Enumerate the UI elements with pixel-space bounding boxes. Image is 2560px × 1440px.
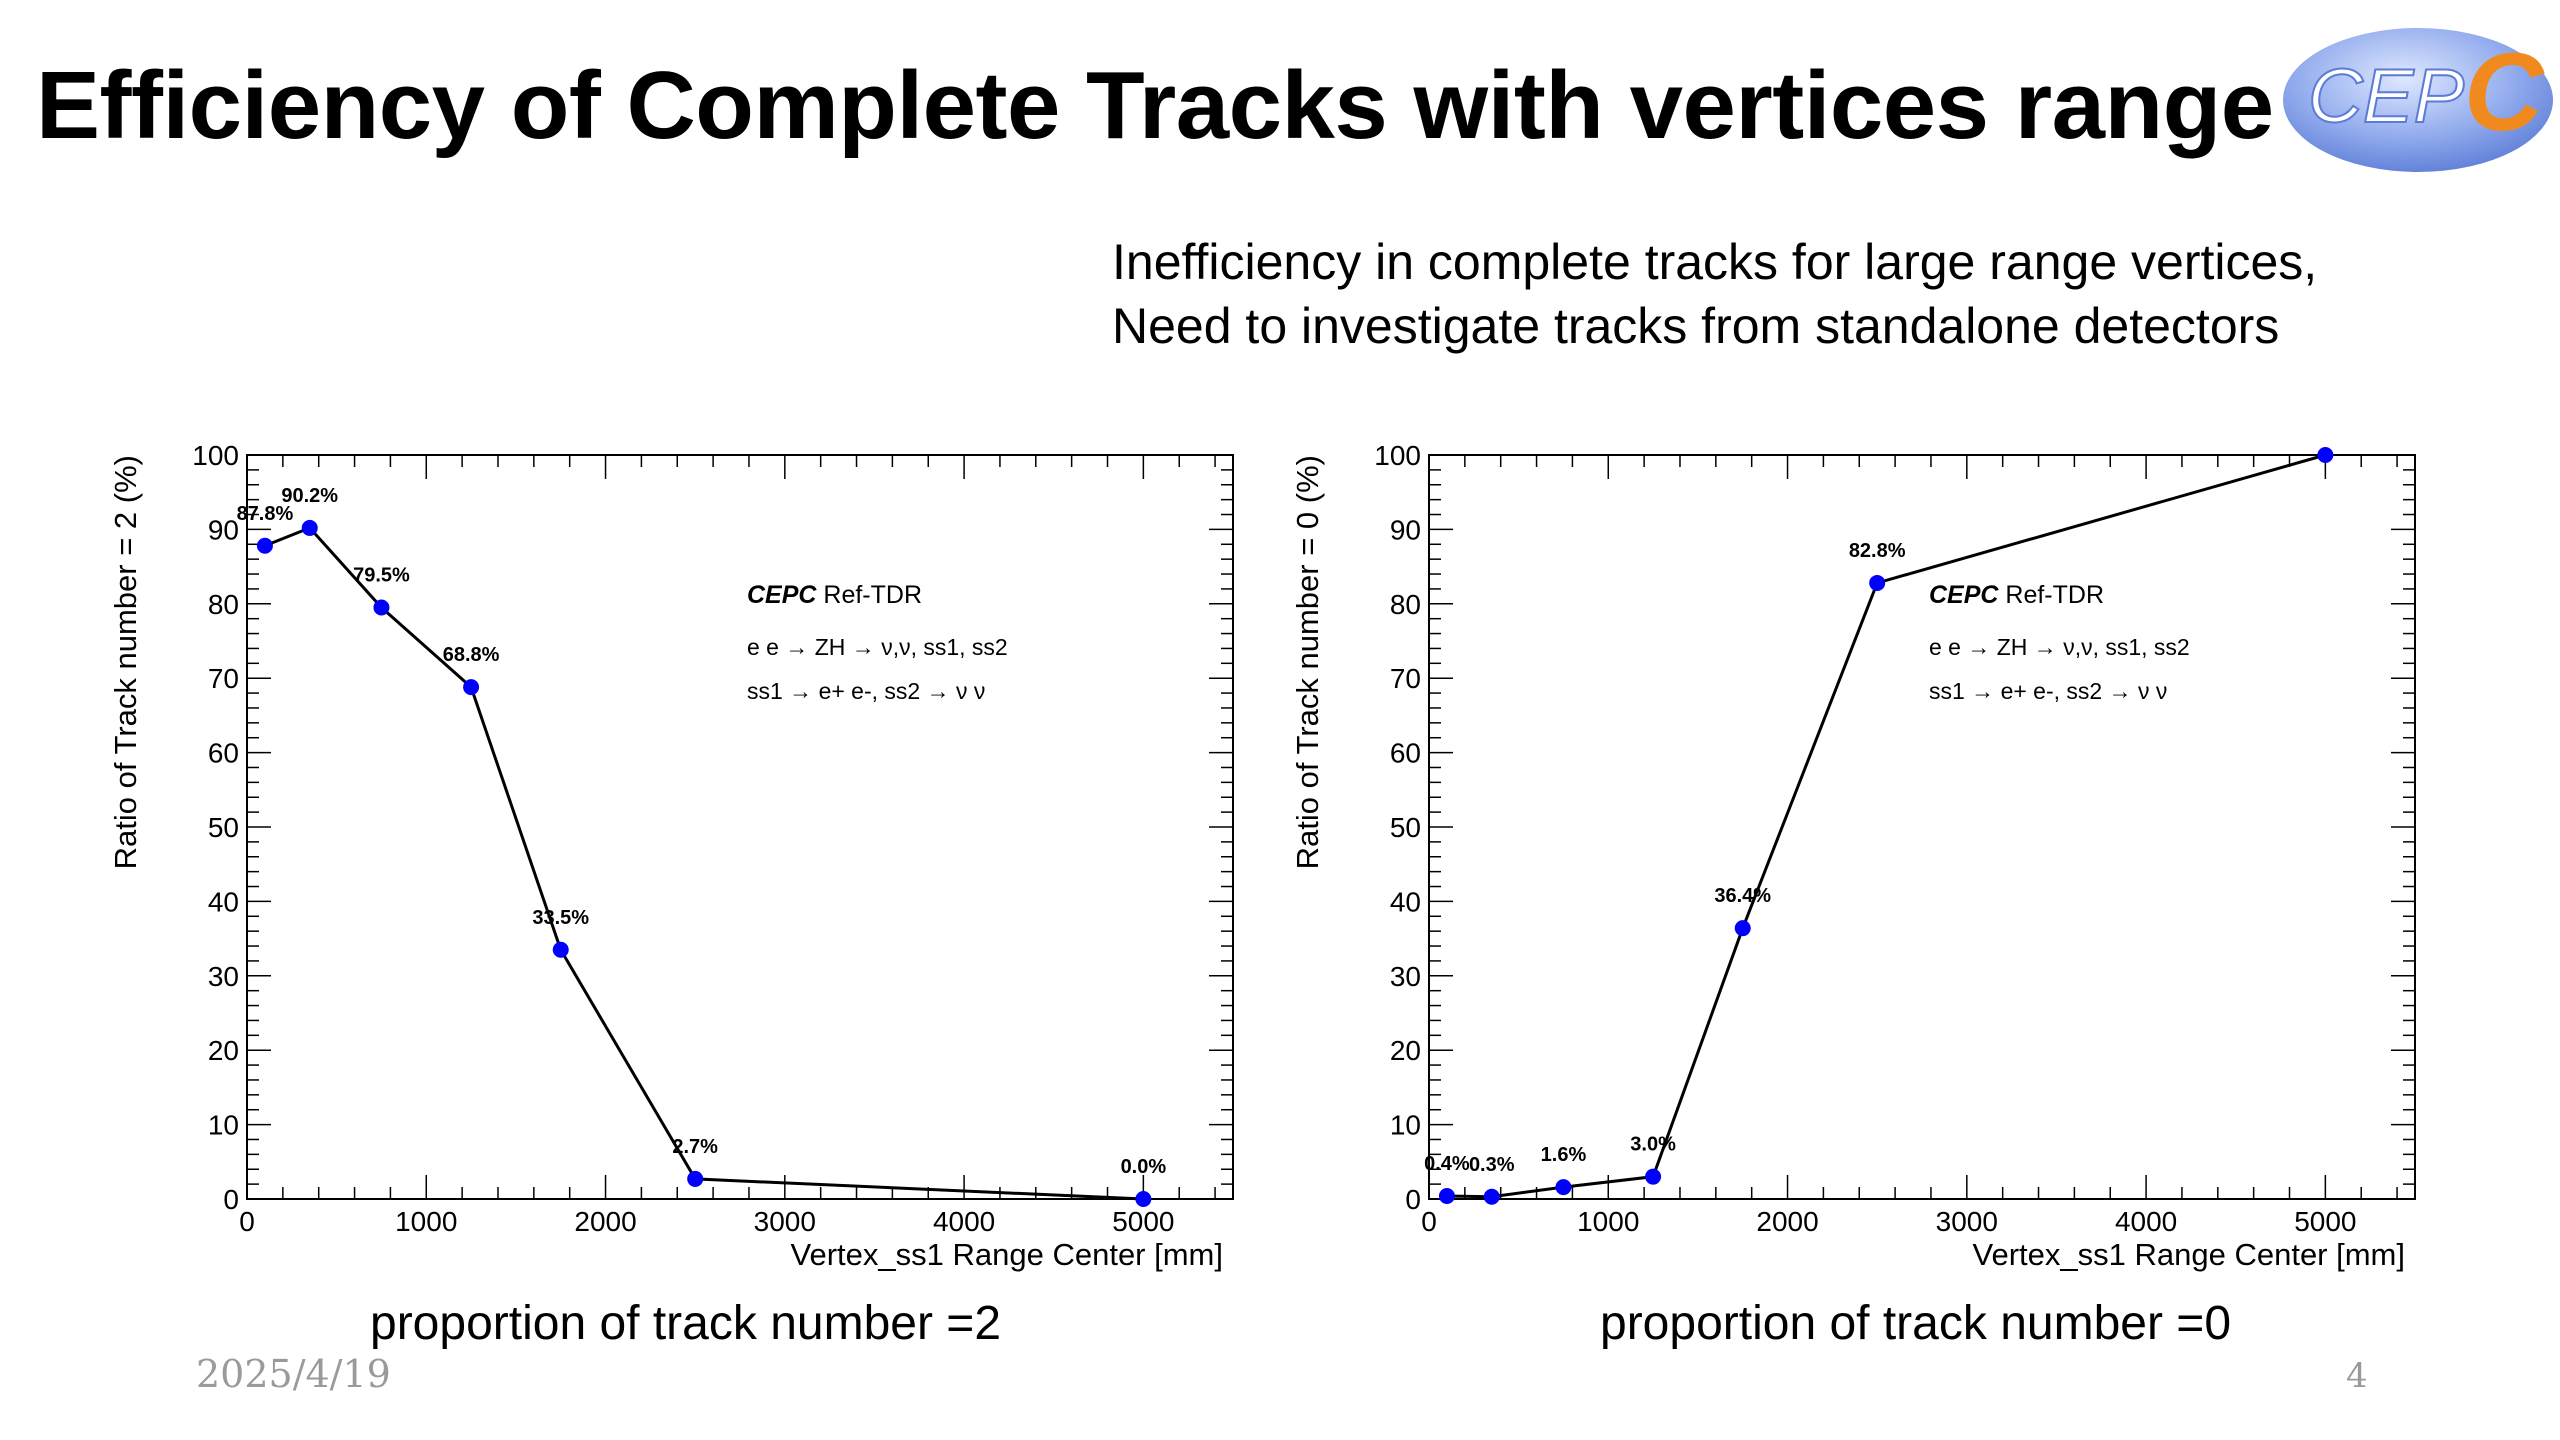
- series-line: [264, 526, 1144, 1201]
- x-tick-label: 1000: [395, 1206, 457, 1237]
- data-point: [463, 679, 480, 696]
- x-tick-label: 2000: [574, 1206, 636, 1237]
- x-tick-label: 5000: [1112, 1206, 1174, 1237]
- caption-left: proportion of track number =2: [370, 1297, 1002, 1350]
- data-point: [373, 599, 390, 616]
- data-label: 79.5%: [353, 565, 410, 587]
- note-text: Inefficiency in complete tracks for larg…: [1112, 230, 2317, 358]
- x-tick-label: 4000: [933, 1206, 995, 1237]
- slide-date: 2025/4/19: [196, 1352, 391, 1396]
- data-point: [1645, 1168, 1662, 1185]
- y-tick-label: 60: [208, 738, 239, 769]
- data-label: 2.7%: [672, 1136, 718, 1158]
- y-axis-title: Ratio of Track number = 2 (%): [108, 455, 143, 869]
- x-tick-label: 5000: [2294, 1206, 2356, 1237]
- y-axis-title: Ratio of Track number = 0 (%): [1290, 455, 1325, 869]
- annotation-decay: ss1 → e+ e-, ss2 → ν ν: [747, 678, 985, 704]
- data-label: 3.0%: [1630, 1134, 1676, 1156]
- y-tick-label: 40: [208, 886, 239, 917]
- y-tick-label: 30: [1390, 961, 1421, 992]
- x-axis-title: Vertex_ss1 Range Center [mm]: [1973, 1237, 2405, 1272]
- y-tick-label: 70: [1390, 663, 1421, 694]
- data-point: [1135, 1191, 1152, 1207]
- data-point: [687, 1170, 704, 1187]
- y-tick-label: 20: [208, 1035, 239, 1066]
- annotation-process: e e → ZH → ν,ν, ss1, ss2: [1929, 634, 2190, 660]
- annotation-title: CEPC Ref-TDR: [1929, 581, 2104, 609]
- x-tick-label: 3000: [1936, 1206, 1998, 1237]
- data-point: [552, 941, 569, 958]
- y-tick-label: 20: [1390, 1035, 1421, 1066]
- data-point: [1483, 1188, 1500, 1205]
- data-label: 33.5%: [532, 907, 589, 929]
- x-tick-label: 0: [239, 1206, 255, 1237]
- data-label: 90.2%: [281, 485, 338, 507]
- y-tick-label: 100: [1374, 440, 1421, 471]
- data-label: 68.8%: [443, 644, 500, 666]
- page-number: 4: [2346, 1356, 2368, 1396]
- x-tick-label: 1000: [1577, 1206, 1639, 1237]
- slide-title: Efficiency of Complete Tracks with verti…: [36, 52, 2274, 159]
- data-label: 87.8%: [237, 503, 294, 525]
- data-point: [301, 519, 318, 536]
- data-label: 0.0%: [1121, 1156, 1167, 1178]
- data-label: 0.3%: [1469, 1154, 1515, 1176]
- x-tick-label: 4000: [2115, 1206, 2177, 1237]
- logo-ellipse: [2283, 28, 2553, 172]
- y-tick-label: 0: [223, 1184, 239, 1215]
- data-label: 36.4%: [1714, 885, 1771, 907]
- cepc-logo: CEP C: [2283, 28, 2553, 172]
- annotation-process: e e → ZH → ν,ν, ss1, ss2: [747, 634, 1008, 660]
- x-tick-label: 3000: [754, 1206, 816, 1237]
- annotation-title: CEPC Ref-TDR: [747, 581, 922, 609]
- logo-text: CEP: [2308, 54, 2465, 139]
- y-tick-label: 30: [208, 961, 239, 992]
- x-tick-label: 2000: [1756, 1206, 1818, 1237]
- data-label: 1.6%: [1541, 1144, 1587, 1166]
- y-tick-label: 90: [208, 514, 239, 545]
- data-point: [2317, 447, 2334, 463]
- note-line-2: Need to investigate tracks from standalo…: [1112, 298, 2280, 354]
- data-point: [256, 537, 273, 554]
- y-tick-label: 90: [1390, 514, 1421, 545]
- y-tick-label: 0: [1405, 1184, 1421, 1215]
- y-tick-label: 80: [1390, 589, 1421, 620]
- data-point: [1734, 920, 1751, 937]
- y-tick-label: 60: [1390, 738, 1421, 769]
- note-line-1: Inefficiency in complete tracks for larg…: [1112, 234, 2318, 290]
- caption-right: proportion of track number =0: [1600, 1297, 2232, 1350]
- data-point: [1438, 1188, 1455, 1205]
- data-label: 0.4%: [1424, 1153, 1470, 1175]
- series-line: [1446, 453, 2326, 1199]
- data-point: [1869, 574, 1886, 591]
- y-tick-label: 70: [208, 663, 239, 694]
- x-tick-label: 0: [1421, 1206, 1437, 1237]
- plot-frame: [1428, 454, 2416, 1200]
- y-tick-label: 100: [192, 440, 239, 471]
- y-tick-label: 40: [1390, 886, 1421, 917]
- y-tick-label: 10: [208, 1110, 239, 1141]
- data-label: 82.8%: [1849, 540, 1906, 562]
- y-tick-label: 50: [208, 812, 239, 843]
- y-tick-label: 50: [1390, 812, 1421, 843]
- annotation-decay: ss1 → e+ e-, ss2 → ν ν: [1929, 678, 2167, 704]
- y-tick-label: 10: [1390, 1110, 1421, 1141]
- data-point: [1555, 1179, 1572, 1196]
- logo-c-letter: C: [2464, 31, 2545, 154]
- y-tick-label: 80: [208, 589, 239, 620]
- x-axis-title: Vertex_ss1 Range Center [mm]: [791, 1237, 1223, 1272]
